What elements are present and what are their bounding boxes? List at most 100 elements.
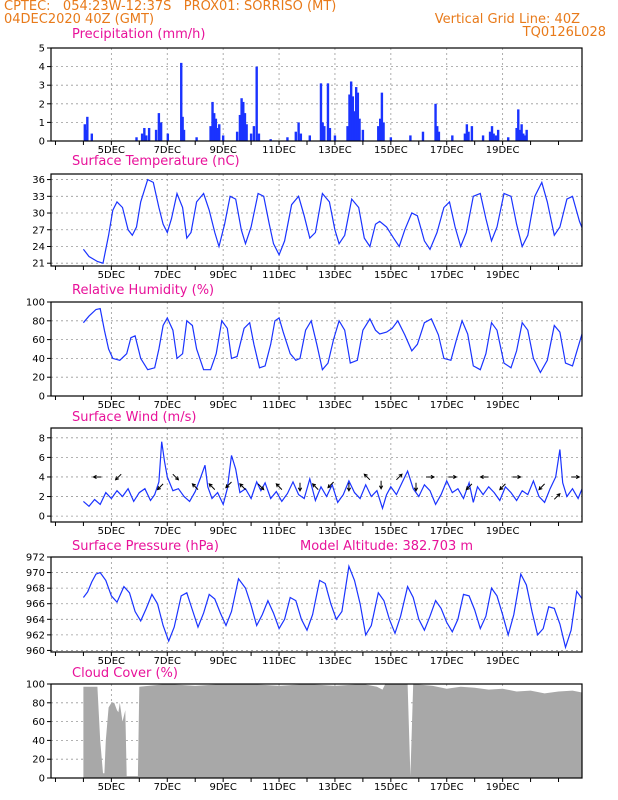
precip-ytick-label: 0 bbox=[39, 137, 45, 148]
temp-date-label: 5DEC bbox=[98, 270, 125, 281]
precip-plot bbox=[83, 62, 528, 141]
precip-bar bbox=[522, 133, 525, 141]
rh-ytick-label: 20 bbox=[32, 373, 45, 384]
precip-bar bbox=[523, 135, 527, 141]
precip-bar bbox=[492, 133, 495, 141]
wind-ytick-label: 0 bbox=[39, 512, 45, 523]
temp-ytick-label: 21 bbox=[32, 259, 45, 270]
precip-title: Precipitation (mm/h) bbox=[72, 27, 206, 42]
pres-ytick-label: 966 bbox=[26, 599, 45, 610]
wind-vector-arrow bbox=[92, 474, 102, 480]
precip-bar bbox=[157, 113, 161, 141]
cloud-ytick-label: 0 bbox=[39, 774, 45, 785]
wind-vector-arrow bbox=[465, 483, 473, 491]
precip-ytick-label: 1 bbox=[39, 118, 45, 129]
rh-date-label: 19DEC bbox=[486, 400, 520, 411]
pres-ytick-label: 964 bbox=[26, 615, 45, 626]
precip-bar bbox=[135, 137, 138, 141]
precip-bar bbox=[214, 118, 218, 141]
precip-bar bbox=[269, 139, 272, 141]
precip-bar bbox=[323, 126, 326, 141]
precip-panel: 0 1 2 3 4 5 5DEC 7DEC 9DEC 11DEC 13DEC 15DEC 17DEC 19… bbox=[39, 44, 583, 156]
rh-date-label: 15DEC bbox=[374, 400, 408, 411]
wind-date-label: 9DEC bbox=[209, 526, 236, 537]
temp-date-label: 19DEC bbox=[486, 270, 520, 281]
rh-ytick-label: 80 bbox=[32, 316, 45, 327]
pres-plot bbox=[82, 564, 582, 650]
temp-ytick-label: 36 bbox=[32, 175, 45, 186]
precip-bar bbox=[218, 124, 221, 141]
precip-date-label: 7DEC bbox=[154, 145, 181, 156]
wind-vector-arrow bbox=[363, 473, 371, 481]
precip-date-label: 5DEC bbox=[98, 145, 125, 156]
header-left-line1: CPTEC: 054:23W-12:37S PROX01: SORRISO (M… bbox=[4, 0, 337, 14]
wind-date-label: 11DEC bbox=[262, 526, 296, 537]
wind-vector-arrow bbox=[327, 481, 334, 489]
cloud-ytick-label: 20 bbox=[32, 755, 45, 766]
precip-bar bbox=[299, 133, 303, 141]
precip-bar bbox=[243, 113, 247, 141]
pres-date-label: 17DEC bbox=[430, 656, 464, 667]
pres-frame bbox=[50, 556, 583, 653]
precip-bar bbox=[242, 101, 245, 141]
temp-ytick-label: 27 bbox=[32, 225, 45, 236]
precip-bar bbox=[380, 92, 384, 141]
wind-ytick-label: 4 bbox=[39, 472, 45, 483]
temp-date-label: 11DEC bbox=[262, 270, 296, 281]
precip-bar bbox=[507, 137, 510, 141]
pres-panel: 960 962 964 966 968 970 972 5DEC 7DEC 9DEC 11DEC 13… bbox=[26, 553, 583, 667]
wind-series-line bbox=[83, 441, 582, 511]
pres-ytick-label: 962 bbox=[26, 630, 45, 641]
cloud-date-label: 15DEC bbox=[374, 782, 408, 793]
pres-date-label: 5DEC bbox=[98, 656, 125, 667]
wind-plot bbox=[83, 441, 582, 511]
rh-ytick-label: 100 bbox=[26, 298, 45, 309]
wind-frame bbox=[50, 427, 583, 523]
precip-bar bbox=[252, 126, 256, 141]
precip-bar bbox=[90, 133, 94, 141]
wind-vector-arrow bbox=[257, 483, 265, 491]
wind-vector-arrow bbox=[396, 473, 403, 481]
pres-date-label: 11DEC bbox=[262, 656, 296, 667]
rh-date-label: 5DEC bbox=[98, 400, 125, 411]
rh-frame bbox=[50, 301, 583, 397]
precip-bar bbox=[520, 124, 523, 141]
precip-bar bbox=[389, 137, 393, 141]
pres-series-line bbox=[82, 564, 582, 650]
cloud-ytick-label: 100 bbox=[26, 680, 45, 691]
precip-bar bbox=[434, 103, 437, 141]
temp-date-label: 17DEC bbox=[430, 270, 464, 281]
wind-vector-arrow bbox=[191, 483, 199, 490]
precip-bar bbox=[346, 126, 349, 141]
cloud-title: Cloud Cover (%) bbox=[72, 666, 178, 681]
precip-bar bbox=[481, 135, 485, 141]
precip-bar bbox=[470, 126, 474, 141]
wind-vector-arrow bbox=[156, 483, 164, 491]
cloud-date-label: 17DEC bbox=[430, 782, 464, 793]
precip-bar bbox=[140, 133, 144, 141]
precip-date-label: 11DEC bbox=[262, 145, 296, 156]
cloud-ytick-label: 40 bbox=[32, 736, 45, 747]
wind-vector-arrow bbox=[208, 483, 216, 490]
rh-ytick-label: 60 bbox=[32, 335, 45, 346]
precip-bar bbox=[349, 81, 353, 141]
precip-bar bbox=[180, 62, 183, 141]
precip-ytick-label: 4 bbox=[39, 62, 45, 73]
pres-ytick-label: 972 bbox=[26, 553, 45, 564]
precip-bar bbox=[379, 118, 382, 141]
precip-bar bbox=[437, 131, 441, 141]
cloud-date-label: 5DEC bbox=[98, 782, 125, 793]
precip-bar bbox=[308, 135, 311, 141]
temp-date-label: 9DEC bbox=[209, 270, 236, 281]
precip-bar bbox=[147, 127, 151, 141]
precip-bar bbox=[195, 137, 198, 141]
wind-vector-arrow bbox=[311, 483, 319, 490]
precip-bar bbox=[361, 129, 365, 141]
wind-vector-arrow bbox=[426, 474, 436, 480]
precip-date-label: 19DEC bbox=[486, 145, 520, 156]
wind-date-label: 17DEC bbox=[430, 526, 464, 537]
pres-date-label: 15DEC bbox=[374, 656, 408, 667]
cloud-date-label: 19DEC bbox=[486, 782, 520, 793]
pres-ytick-label: 968 bbox=[26, 584, 45, 595]
